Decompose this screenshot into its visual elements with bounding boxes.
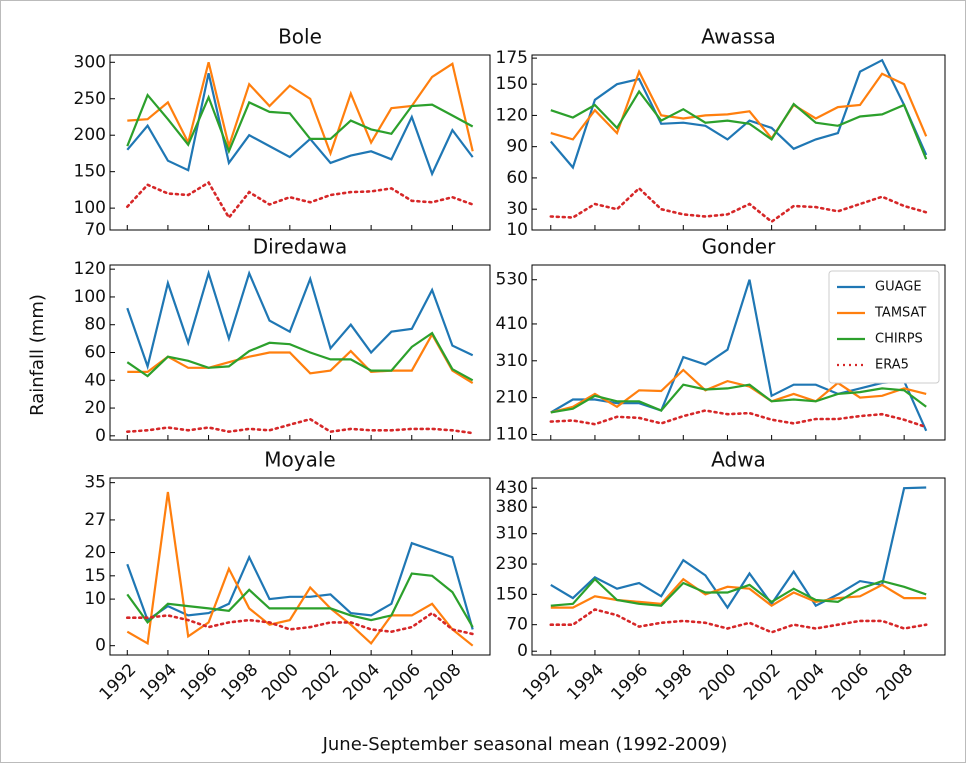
panel-title: Awassa [701,25,776,49]
y-tick-label: 410 [496,314,528,334]
y-tick-label: 80 [84,315,106,335]
y-axis-label: Rainfall (mm) [27,294,48,416]
y-tick-label: 150 [496,74,528,94]
series-line [549,58,928,170]
y-tick-label: 230 [496,554,528,574]
y-tick-label: 0 [517,641,528,661]
y-tick-label: 100 [74,287,106,307]
y-tick-label: 530 [496,270,528,290]
y-tick-label: 10 [506,220,528,240]
series-line [550,486,927,610]
y-tick-label: 27 [84,510,106,530]
y-tick-label: 60 [506,168,528,188]
y-tick-label: 90 [506,137,528,157]
y-tick-label: 310 [496,351,528,371]
y-tick-label: 15 [84,566,106,586]
series-line [549,608,928,634]
y-tick-label: 120 [74,259,106,279]
y-tick-label: 0 [95,426,106,446]
panel-frame [531,264,946,441]
panel-frame [531,54,946,231]
y-tick-label: 0 [95,636,106,656]
y-tick-label: 250 [74,89,106,109]
x-axis-label: June-September seasonal mean (1992-2009) [322,734,728,755]
panel-title: Moyale [264,448,335,472]
series-line [126,269,474,371]
series-line [550,68,928,141]
y-tick-label: 210 [496,388,528,408]
panel-frame [109,477,491,656]
y-tick-label: 110 [496,424,528,444]
y-tick-label: 310 [496,524,528,544]
y-tick-label: 150 [496,584,528,604]
y-tick-label: 70 [84,220,106,240]
series-line [126,331,474,382]
series-line [127,332,474,385]
y-tick-label: 60 [84,343,106,363]
series-line [549,409,928,429]
y-tick-label: 35 [84,473,106,493]
y-tick-label: 20 [84,543,106,563]
series-line [126,72,474,177]
legend-label: TAMSAT [874,306,926,321]
y-tick-label: 70 [506,615,528,635]
series-line [550,279,928,432]
panel-frame [109,54,491,231]
series-line [550,368,927,414]
series-line [550,89,928,160]
y-tick-label: 20 [84,398,106,418]
y-tick-label: 30 [506,199,528,219]
legend-label: GUAGE [875,280,922,295]
panel-frame [531,477,946,656]
series-line [550,383,927,414]
series-line [126,92,474,155]
panel-title: Adwa [711,448,766,472]
y-tick-label: 150 [74,162,106,182]
panel-title: Diredawa [253,235,348,259]
series-line [126,611,474,636]
legend-label: ERA5 [875,358,909,373]
y-tick-label: 300 [74,52,106,72]
y-tick-label: 100 [74,198,106,218]
y-tick-label: 200 [74,125,106,145]
y-tick-label: 10 [84,589,106,609]
series-line [126,417,474,435]
y-tick-label: 380 [496,497,528,517]
series-line [550,577,927,607]
legend-label: CHIRPS [875,332,923,347]
series-line [549,186,928,224]
series-line [126,491,474,647]
y-tick-label: 430 [496,478,528,498]
y-tick-label: 40 [84,370,106,390]
series-line [126,180,474,220]
series-line [127,62,474,157]
panel-title: Bole [278,25,322,49]
panel-title: Gonder [702,235,776,259]
y-tick-label: 175 [496,48,528,68]
y-tick-label: 120 [496,105,528,125]
legend-box [828,270,940,384]
series-line [126,572,474,628]
